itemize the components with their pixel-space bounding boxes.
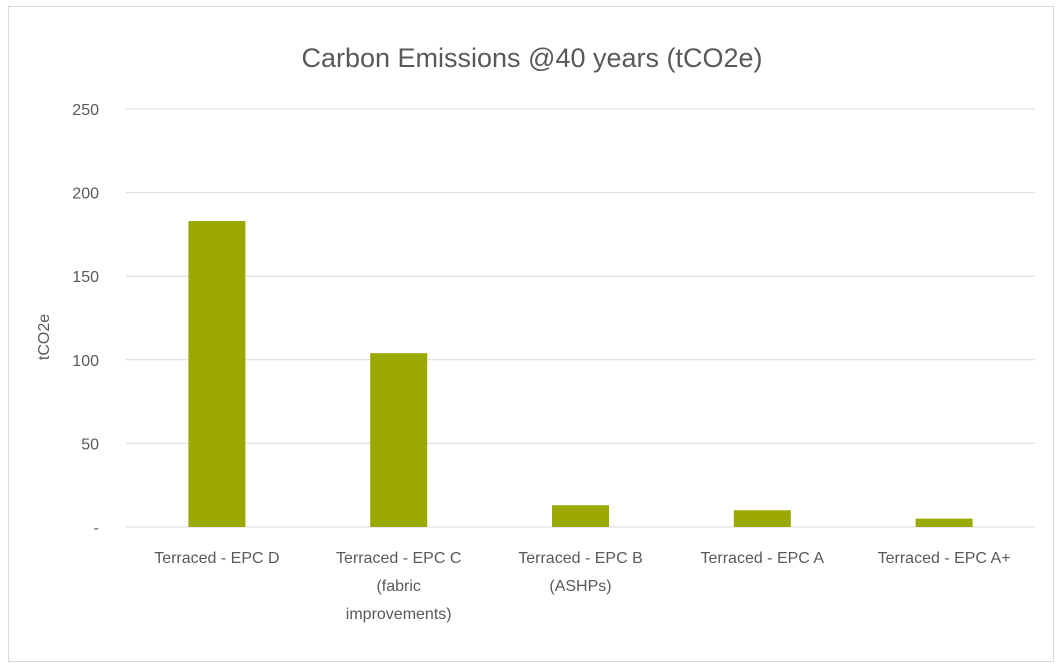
x-axis-labels: Terraced - EPC D Terraced - EPC C (fabric i… xyxy=(154,550,1010,623)
bar xyxy=(188,221,246,528)
x-tick-label: Terraced - EPC A+ xyxy=(878,550,1011,567)
bar xyxy=(733,510,791,527)
x-tick-label: Terraced - EPC C (fabric improvements) xyxy=(336,550,461,623)
x-tick-label: Terraced - EPC B (ASHPs) xyxy=(518,550,642,595)
gridlines xyxy=(126,108,1035,528)
bar xyxy=(915,518,973,527)
y-tick-label: 250 xyxy=(72,102,99,119)
y-tick-label: 200 xyxy=(72,186,99,203)
x-tick-label: Terraced - EPC A xyxy=(700,550,824,567)
y-axis-title: tCO2e xyxy=(36,314,53,360)
chart-title: Carbon Emissions @40 years (tCO2e) xyxy=(301,43,762,73)
bar xyxy=(552,505,609,527)
x-tick-label: Terraced - EPC D xyxy=(154,550,279,567)
y-tick-label: - xyxy=(94,520,99,537)
y-tick-label: 50 xyxy=(81,436,99,453)
chart-frame: Carbon Emissions @40 years (tCO2e) tCO2e… xyxy=(8,6,1054,662)
bar-chart: Carbon Emissions @40 years (tCO2e) tCO2e… xyxy=(36,43,1035,623)
y-tick-label: 100 xyxy=(72,353,99,370)
bar xyxy=(370,353,428,527)
y-tick-label: 150 xyxy=(72,269,99,286)
bars xyxy=(188,221,973,528)
y-axis-ticks: - 50 100 150 200 250 xyxy=(72,102,99,537)
